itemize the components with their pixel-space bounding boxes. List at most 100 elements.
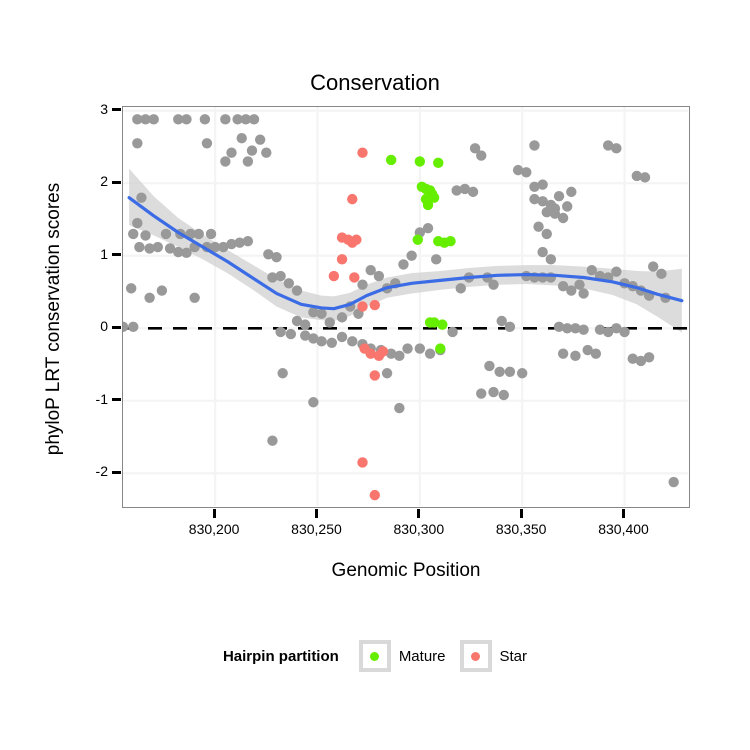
data-point	[437, 319, 448, 330]
data-point	[504, 321, 516, 333]
data-point	[494, 366, 505, 377]
data-point	[529, 140, 540, 151]
legend: Hairpin partition Mature Star	[0, 640, 750, 672]
data-point	[562, 323, 573, 334]
data-point	[570, 323, 581, 334]
plot-panel	[122, 106, 690, 508]
y-tick-label: 2	[100, 173, 108, 190]
data-point	[570, 350, 581, 362]
data-point	[431, 254, 442, 265]
data-point	[220, 114, 231, 125]
y-tick-mark	[112, 398, 121, 402]
data-point	[246, 145, 258, 156]
data-point	[357, 301, 368, 312]
data-point	[369, 489, 380, 501]
data-point	[447, 326, 458, 338]
data-point	[541, 228, 552, 240]
data-point	[619, 326, 630, 338]
x-tick-mark	[314, 509, 318, 518]
data-point	[152, 241, 164, 253]
data-point	[377, 346, 389, 357]
data-point	[369, 370, 380, 381]
data-point	[578, 324, 589, 335]
y-axis-title: phyloP LRT conservation scores	[43, 182, 64, 456]
y-tick-mark	[112, 253, 121, 257]
y-tick-mark	[112, 180, 121, 184]
data-point	[326, 337, 338, 348]
data-point	[134, 241, 145, 253]
data-point	[566, 186, 577, 198]
data-point	[385, 348, 397, 359]
data-point	[128, 228, 139, 240]
x-tick-label: 830,250	[291, 521, 342, 537]
data-point	[226, 147, 237, 158]
data-point	[428, 192, 440, 203]
data-point	[553, 321, 565, 333]
data-point	[537, 196, 548, 207]
data-point	[173, 114, 184, 125]
data-point	[476, 388, 487, 399]
data-point	[469, 143, 481, 154]
data-point	[140, 114, 151, 125]
data-point	[545, 254, 557, 265]
data-point	[553, 191, 565, 202]
data-point	[521, 167, 532, 178]
data-point	[574, 279, 585, 290]
data-point	[512, 164, 524, 176]
grid-lines	[123, 107, 688, 506]
data-point	[578, 288, 589, 299]
legend-item-mature[interactable]: Mature	[358, 640, 446, 672]
data-point	[275, 270, 286, 282]
data-point	[299, 319, 311, 330]
data-point	[435, 343, 446, 354]
data-point	[308, 397, 319, 408]
data-point	[541, 206, 552, 218]
y-tick-label: 0	[100, 318, 108, 335]
data-point	[357, 457, 368, 468]
x-tick-mark	[519, 509, 523, 518]
data-point	[414, 343, 426, 354]
data-point	[373, 270, 385, 282]
data-point	[160, 228, 172, 240]
legend-label-mature: Mature	[398, 647, 446, 665]
data-point	[148, 114, 159, 125]
data-point	[381, 368, 393, 379]
data-point	[412, 234, 423, 245]
data-point	[283, 278, 295, 289]
legend-dot-mature-icon	[370, 651, 380, 661]
data-point	[611, 323, 622, 334]
data-point	[498, 389, 509, 401]
y-tick-label: -1	[95, 390, 108, 407]
data-point	[336, 254, 348, 265]
data-point	[254, 134, 266, 145]
data-point	[242, 156, 254, 167]
data-point	[451, 185, 462, 196]
data-point	[414, 156, 426, 167]
data-point	[590, 348, 602, 359]
data-point	[132, 114, 143, 125]
data-point	[220, 156, 231, 167]
data-point	[144, 243, 155, 254]
data-point	[433, 157, 444, 169]
legend-dot-star-icon	[471, 651, 480, 661]
data-point	[602, 140, 614, 151]
data-point	[639, 172, 651, 183]
data-point	[240, 114, 252, 125]
data-point	[557, 280, 569, 292]
data-point	[424, 348, 436, 359]
data-point	[357, 279, 368, 290]
data-point	[267, 272, 278, 283]
x-tick-label: 830,350	[495, 521, 547, 537]
series-mature	[385, 154, 456, 354]
legend-item-star[interactable]: Star	[459, 640, 527, 672]
data-point	[562, 201, 573, 212]
data-point	[557, 348, 569, 359]
data-point	[136, 192, 147, 203]
data-point	[226, 238, 237, 250]
data-point	[611, 266, 622, 277]
data-point	[394, 402, 405, 414]
data-point	[516, 368, 528, 379]
data-point	[643, 352, 655, 363]
data-point	[189, 292, 200, 303]
